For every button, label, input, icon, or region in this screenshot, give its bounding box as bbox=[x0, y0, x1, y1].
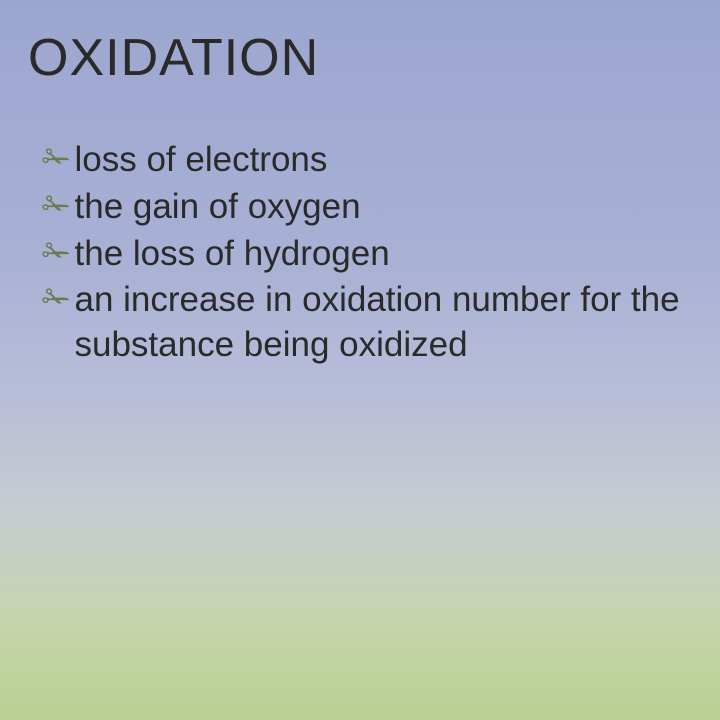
list-item: ✁ the loss of hydrogen bbox=[42, 232, 692, 277]
list-item: ✁ loss of electrons bbox=[42, 138, 692, 183]
scissors-icon: ✁ bbox=[42, 185, 71, 229]
scissors-icon: ✁ bbox=[42, 138, 71, 182]
list-item: ✁ the gain of oxygen bbox=[42, 185, 692, 230]
bullet-text: loss of electrons bbox=[75, 138, 693, 183]
scissors-icon: ✁ bbox=[42, 232, 71, 276]
bullet-text: an increase in oxidation number for the … bbox=[75, 278, 693, 368]
bullet-text: the loss of hydrogen bbox=[75, 232, 693, 277]
slide-title: OXIDATION bbox=[28, 28, 692, 88]
bullet-list: ✁ loss of electrons ✁ the gain of oxygen… bbox=[28, 138, 692, 368]
slide-container: OXIDATION ✁ loss of electrons ✁ the gain… bbox=[0, 0, 720, 720]
scissors-icon: ✁ bbox=[42, 278, 71, 322]
list-item: ✁ an increase in oxidation number for th… bbox=[42, 278, 692, 368]
bullet-text: the gain of oxygen bbox=[75, 185, 693, 230]
